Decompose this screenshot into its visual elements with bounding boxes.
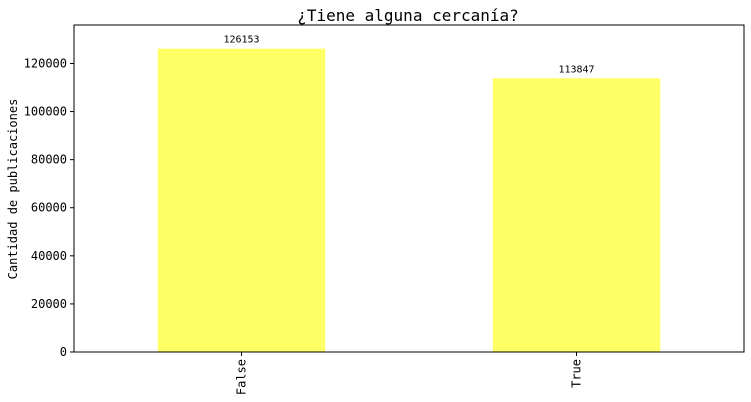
y-tick-label-20000: 20000: [31, 297, 67, 311]
y-tick-label-40000: 40000: [31, 249, 67, 263]
x-tick-label-false: False: [235, 359, 249, 395]
bar-false: [157, 48, 326, 353]
x-tick-label-true: True: [570, 359, 584, 388]
bars-group: 126153 113847: [157, 35, 661, 353]
y-axis-label: Cantidad de publicaciones: [6, 99, 20, 280]
y-tick-label-60000: 60000: [31, 201, 67, 215]
plot-frame: [73, 24, 745, 353]
data-label-false: 126153: [223, 35, 259, 46]
y-tick-label-120000: 120000: [24, 56, 67, 70]
ticks-group: False True 0 20000 40000 60000 80000 100000 1200…: [24, 56, 584, 395]
bar-true: [492, 78, 661, 353]
y-tick-label-0: 0: [60, 345, 67, 359]
y-tick-label-80000: 80000: [31, 153, 67, 167]
chart-title: ¿Tiene alguna cercanía?: [297, 6, 519, 25]
data-label-true: 113847: [558, 64, 594, 75]
y-tick-label-100000: 100000: [24, 105, 67, 119]
